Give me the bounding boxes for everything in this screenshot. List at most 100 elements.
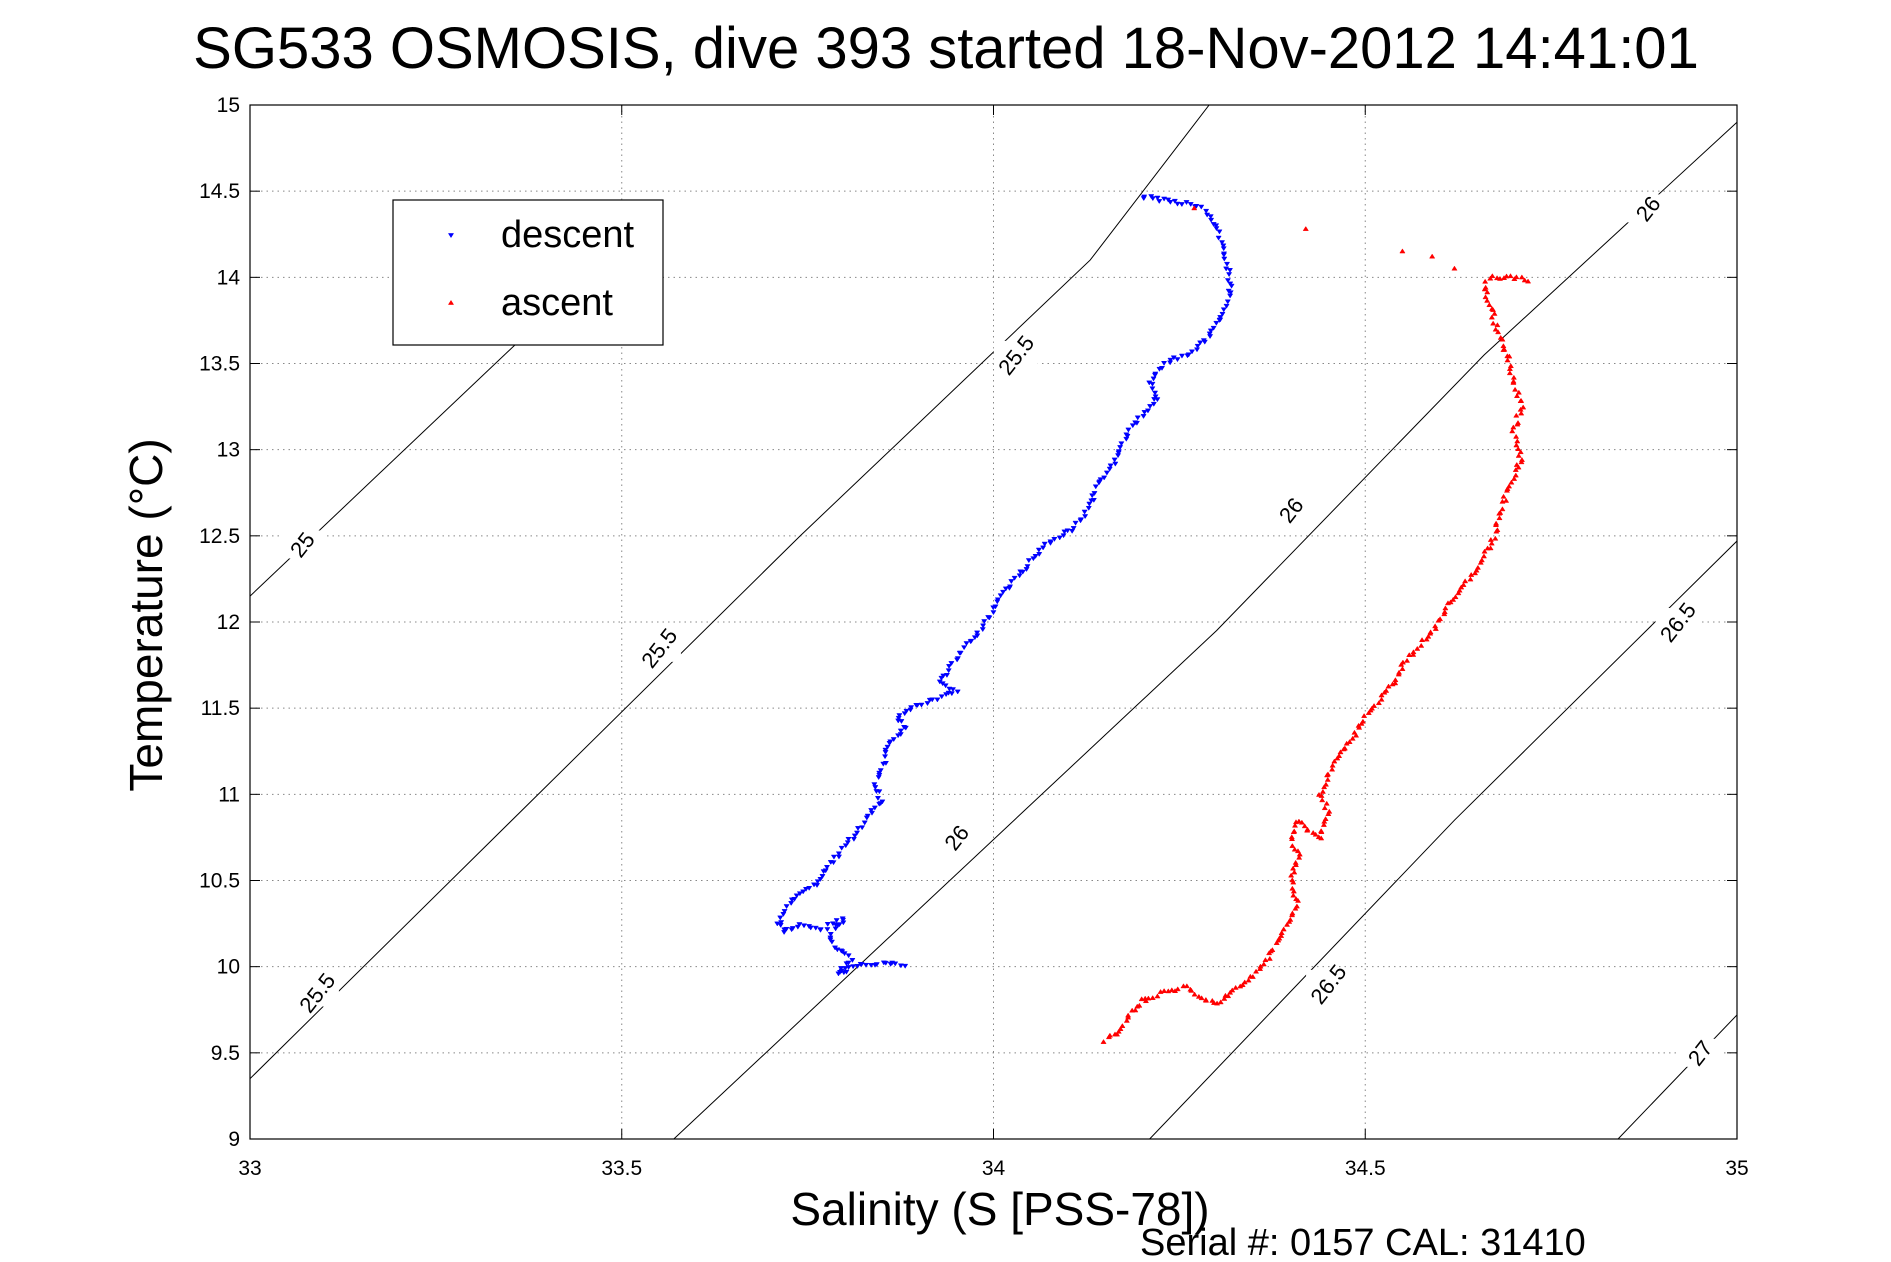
descent-point xyxy=(1106,466,1113,472)
descent-point xyxy=(842,843,849,849)
descent-point xyxy=(1088,498,1095,504)
descent-point xyxy=(926,697,933,703)
descent-point xyxy=(1047,540,1054,546)
descent-point xyxy=(789,926,796,932)
descent-point xyxy=(819,874,826,879)
descent-point xyxy=(1149,386,1156,392)
ascent-point xyxy=(1289,843,1296,848)
descent-point xyxy=(863,815,870,821)
ascent-point xyxy=(1302,226,1309,231)
ascent-point xyxy=(1320,821,1327,827)
descent-point xyxy=(918,702,925,708)
ascent-point xyxy=(1365,710,1372,715)
descent-point xyxy=(793,893,800,899)
descent-point xyxy=(1207,334,1214,340)
descent-point xyxy=(1167,200,1174,205)
sigma-contour-line xyxy=(673,121,1737,1139)
descent-point xyxy=(1008,579,1015,585)
descent-point xyxy=(1178,353,1186,359)
ascent-point xyxy=(1113,1031,1121,1037)
ascent-point xyxy=(1321,805,1328,811)
ascent-point xyxy=(1509,428,1516,434)
descent-point xyxy=(850,964,857,970)
ascent-point xyxy=(1331,758,1338,764)
descent-point xyxy=(1112,461,1119,467)
descent-point xyxy=(788,897,795,903)
descent-point xyxy=(1085,505,1092,511)
ascent-point xyxy=(1510,374,1517,380)
descent-point xyxy=(823,865,831,870)
descent-point xyxy=(788,901,795,906)
ascent-point xyxy=(1477,559,1484,565)
ascent-point xyxy=(1283,921,1291,927)
descent-point xyxy=(1174,201,1181,207)
ascent-point xyxy=(1467,576,1474,582)
ascent-point xyxy=(1375,700,1382,706)
descent-point xyxy=(851,833,858,839)
ascent-point xyxy=(1515,446,1522,452)
ascent-point xyxy=(1290,865,1297,871)
ascent-point xyxy=(1276,935,1283,941)
ascent-point xyxy=(1296,854,1303,860)
descent-point xyxy=(1092,484,1099,490)
descent-point xyxy=(1089,493,1096,499)
descent-point xyxy=(1125,427,1132,433)
ascent-point xyxy=(1490,320,1497,326)
descent-point xyxy=(845,836,852,842)
ascent-point xyxy=(1296,851,1303,857)
descent-point xyxy=(897,728,904,734)
ascent-point xyxy=(1288,872,1295,878)
ascent-point xyxy=(1399,666,1406,671)
ascent-point xyxy=(1432,623,1439,629)
contour-label-bg xyxy=(294,978,339,1007)
descent-point xyxy=(1156,366,1163,372)
descent-point xyxy=(985,615,992,621)
descent-point xyxy=(1188,349,1196,355)
ascent-point xyxy=(1437,616,1444,622)
descent-point xyxy=(880,761,887,767)
descent-point xyxy=(913,702,920,708)
descent-point xyxy=(1194,343,1201,349)
descent-point xyxy=(1002,586,1009,592)
ascent-point xyxy=(1480,553,1488,559)
ascent-point xyxy=(1292,859,1299,865)
ascent-point xyxy=(1403,657,1411,663)
ascent-point xyxy=(1291,869,1298,875)
descent-point xyxy=(1151,390,1159,396)
ascent-point xyxy=(1515,464,1522,470)
descent-point xyxy=(838,845,845,851)
descent-point xyxy=(896,713,903,719)
descent-point xyxy=(954,689,961,695)
descent-point xyxy=(1000,589,1007,595)
ascent-point xyxy=(1329,766,1336,772)
ascent-point xyxy=(1429,253,1436,259)
ascent-point xyxy=(1125,1012,1132,1018)
descent-point xyxy=(967,639,974,645)
descent-point xyxy=(1107,463,1114,469)
ascent-point xyxy=(1441,609,1448,615)
descent-point xyxy=(1161,360,1168,366)
ascent-point xyxy=(1488,540,1495,546)
ascent-point xyxy=(1229,987,1236,993)
descent-point xyxy=(1208,217,1215,223)
descent-point xyxy=(835,851,842,857)
ascent-point xyxy=(1319,788,1326,794)
descent-point xyxy=(859,825,866,831)
x-axis-label: Salinity (S [PSS-78]) xyxy=(790,1183,1209,1235)
descent-point xyxy=(895,715,902,721)
ascent-point xyxy=(1198,995,1205,1001)
y-tick-label: 12.5 xyxy=(199,525,240,548)
descent-point xyxy=(1141,410,1148,415)
ascent-point xyxy=(1195,993,1202,999)
ascent-point xyxy=(1290,888,1297,894)
descent-point xyxy=(1140,414,1147,419)
ascent-point xyxy=(1371,703,1378,708)
ascent-point xyxy=(1289,885,1296,891)
ascent-point xyxy=(1100,1039,1107,1044)
ascent-point xyxy=(1513,412,1520,418)
ascent-point xyxy=(1337,749,1344,755)
descent-point xyxy=(1056,535,1063,541)
sigma-contour-line xyxy=(1149,540,1737,1139)
descent-point xyxy=(1224,278,1231,284)
ascent-point xyxy=(1349,735,1356,741)
